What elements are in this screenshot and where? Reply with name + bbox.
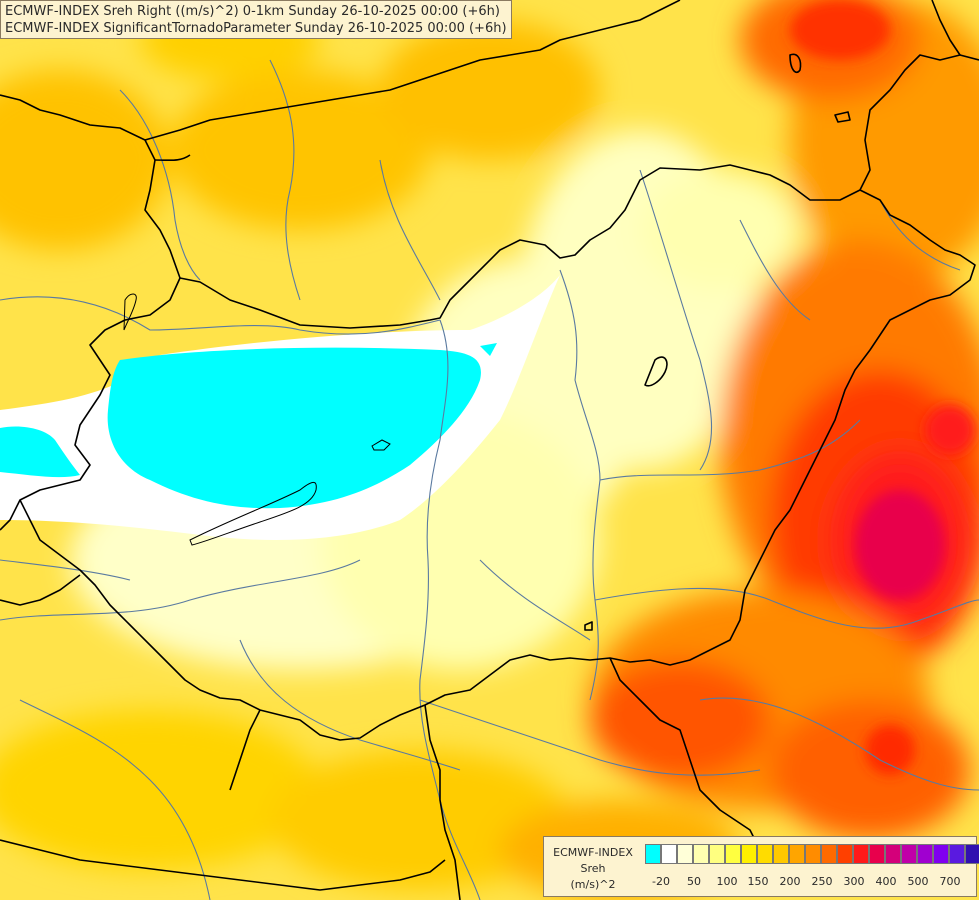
legend-model-label: ECMWF-INDEX [553,846,633,859]
cyan-region-small [480,343,497,356]
legend-tick-label: 700 [939,875,961,888]
legend-parameter-label: Sreh [580,862,606,875]
lake-neusiedl [123,293,137,331]
legend-swatch [709,844,725,864]
sreh-field-peaks [790,0,975,775]
legend-swatch [837,844,853,864]
legend-swatch [645,844,661,864]
legend-swatch [885,844,901,864]
color-legend: ECMWF-INDEX Sreh (m/s)^2 -20 50 100 150 200 2… [543,836,979,897]
legend-swatch [821,844,837,864]
legend-swatch [853,844,869,864]
legend-swatch [917,844,933,864]
cyan-region-main [107,347,481,509]
legend-tick-label: 200 [779,875,801,888]
legend-tick-label: 250 [811,875,833,888]
legend-swatch [677,844,693,864]
legend-swatch [789,844,805,864]
legend-swatch [661,844,677,864]
legend-swatch [869,844,885,864]
legend-swatch [933,844,949,864]
legend-tick-label: 100 [716,875,738,888]
legend-swatch [949,844,965,864]
legend-unit-label: (m/s)^2 [570,878,616,891]
legend-swatch [773,844,789,864]
legend-tick-label: 150 [747,875,769,888]
legend-swatch [757,844,773,864]
legend-swatch [693,844,709,864]
legend-tick-label: 300 [843,875,865,888]
legend-tick-label: 400 [875,875,897,888]
map-title-stp: ECMWF-INDEX SignificantTornadoParameter … [5,21,507,36]
legend-tick-label: 500 [907,875,929,888]
cyan-region-west [0,426,80,478]
legend-tick-label: 50 [687,875,701,888]
legend-swatch [965,844,979,864]
legend-swatch [805,844,821,864]
legend-swatch [725,844,741,864]
legend-tick-label: -20 [652,875,670,888]
lake-balaton [189,482,317,546]
legend-swatches [645,844,979,864]
map-title-sreh: ECMWF-INDEX Sreh Right ((m/s)^2) 0-1km S… [5,4,500,19]
lake-small [371,439,391,451]
legend-swatch [901,844,917,864]
legend-swatch [741,844,757,864]
map-title-box: ECMWF-INDEX Sreh Right ((m/s)^2) 0-1km S… [0,0,512,39]
rivers [0,59,979,900]
